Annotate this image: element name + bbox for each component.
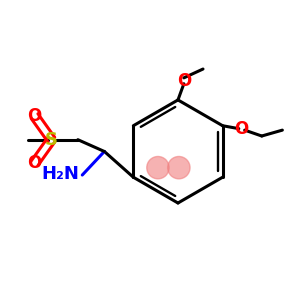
Text: O: O bbox=[177, 72, 191, 90]
Text: O: O bbox=[28, 107, 42, 125]
Circle shape bbox=[168, 157, 190, 179]
Circle shape bbox=[147, 157, 169, 179]
Text: S: S bbox=[45, 131, 58, 149]
Text: H₂N: H₂N bbox=[41, 165, 79, 183]
Text: O: O bbox=[235, 120, 249, 138]
Text: O: O bbox=[28, 154, 42, 172]
